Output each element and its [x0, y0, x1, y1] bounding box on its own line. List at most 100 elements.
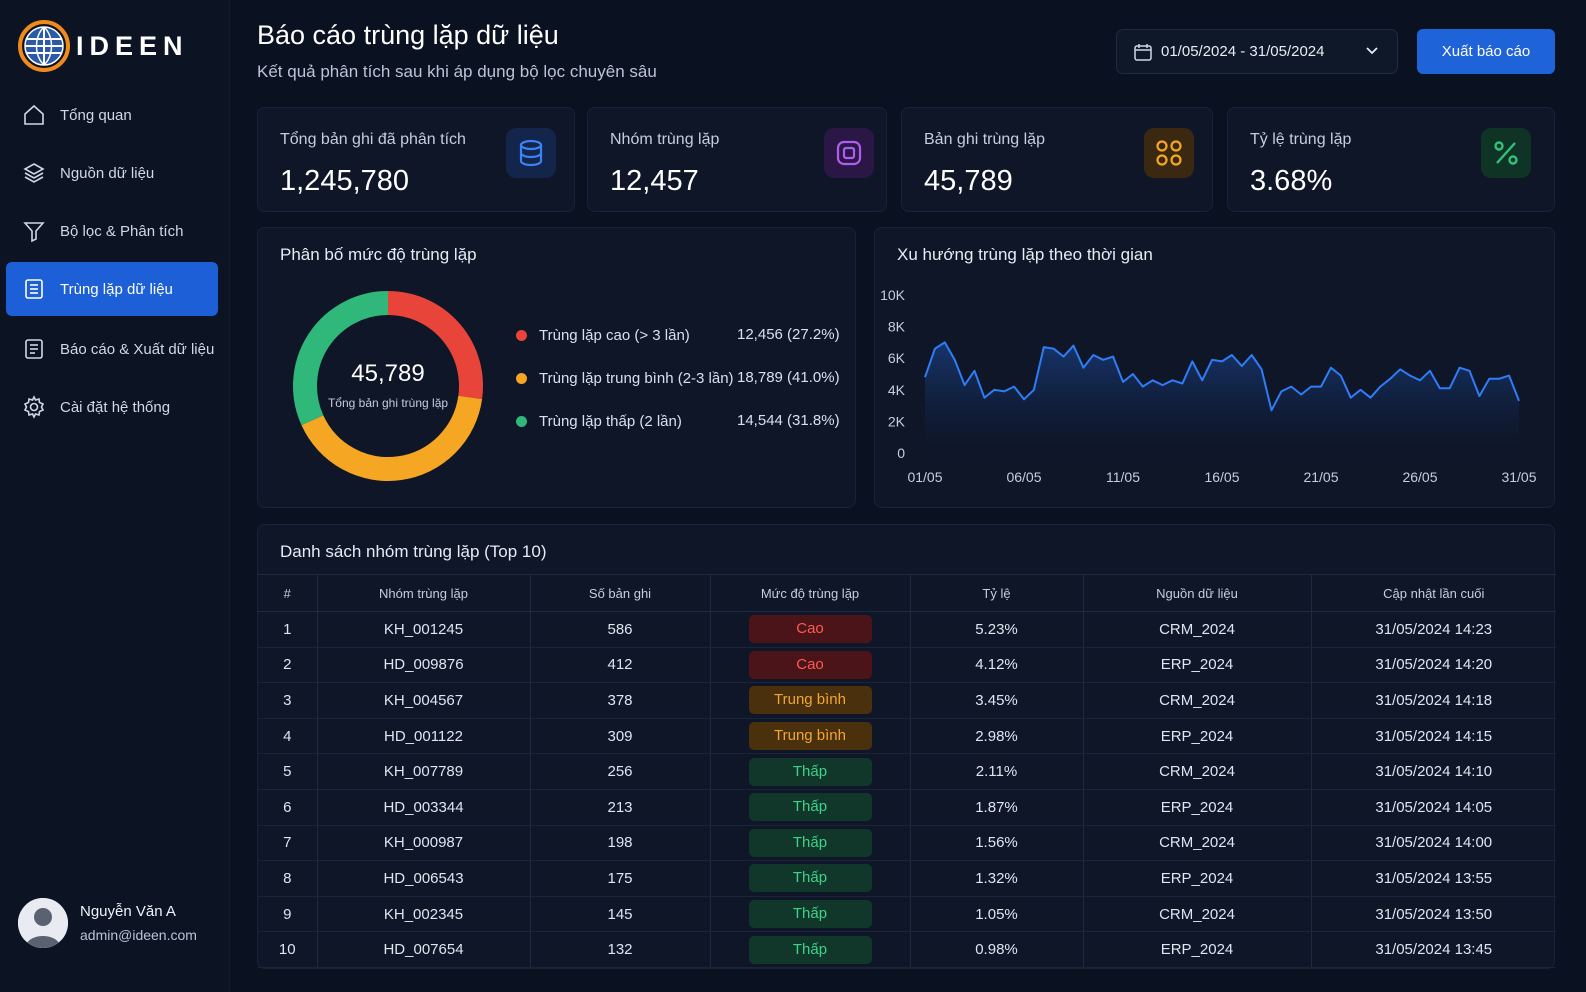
x-tick-label: 11/05 — [1106, 469, 1140, 485]
stat-card-duplicate-groups: Nhóm trùng lặp 12,457 — [587, 107, 887, 212]
cell-rate: 1.05% — [910, 896, 1084, 933]
user-profile[interactable]: Nguyễn Văn A admin@ideen.com — [18, 898, 197, 948]
stat-label: Tổng bản ghi đã phân tích — [280, 131, 466, 148]
cell-source: ERP_2024 — [1083, 860, 1312, 897]
y-tick-label: 8K — [888, 319, 906, 335]
legend-value: 12,456 (27.2%) — [737, 326, 840, 343]
square-icon — [824, 128, 874, 178]
cell-updated: 31/05/2024 13:55 — [1311, 860, 1556, 897]
column-header[interactable]: # — [258, 574, 318, 612]
cell-source: ERP_2024 — [1083, 931, 1312, 968]
legend-item-high: Trùng lặp cao (> 3 lần) — [516, 325, 690, 345]
cell-group: KH_007789 — [317, 753, 531, 790]
cell-level: Trung bình — [710, 682, 911, 719]
column-header[interactable]: Tỷ lệ — [910, 574, 1084, 612]
sidebar-item-label: Trùng lặp dữ liệu — [60, 280, 173, 298]
cell-updated: 31/05/2024 14:23 — [1311, 611, 1556, 648]
cell-group: HD_003344 — [317, 789, 531, 826]
cell-rate: 2.98% — [910, 718, 1084, 755]
cell-count: 309 — [530, 718, 711, 755]
x-tick-label: 26/05 — [1402, 469, 1437, 485]
stat-value: 1,245,780 — [280, 165, 410, 197]
cell-source: ERP_2024 — [1083, 789, 1312, 826]
y-tick-label: 2K — [888, 413, 906, 429]
duplicate-groups-table: # Nhóm trùng lặp Số bản ghi Mức độ trùng… — [258, 574, 1556, 968]
sidebar-item-label: Cài đặt hệ thống — [60, 398, 171, 416]
user-email: admin@ideen.com — [80, 927, 197, 943]
cell-index: 7 — [258, 825, 318, 862]
table-row[interactable]: 4 HD_001122 309 Trung bình 2.98% ERP_202… — [258, 718, 1556, 755]
cell-level: Thấp — [710, 896, 911, 933]
column-header[interactable]: Cập nhật lần cuối — [1311, 574, 1556, 612]
sidebar: IDEEN Tổng quan Nguồn dữ liệu Bộ lọc & P… — [0, 0, 230, 992]
table-row[interactable]: 5 KH_007789 256 Thấp 2.11% CRM_2024 31/0… — [258, 753, 1556, 790]
cell-updated: 31/05/2024 14:00 — [1311, 825, 1556, 862]
cell-group: HD_001122 — [317, 718, 531, 755]
level-badge: Trung bình — [748, 686, 872, 715]
cell-count: 256 — [530, 753, 711, 790]
table-row[interactable]: 6 HD_003344 213 Thấp 1.87% ERP_2024 31/0… — [258, 789, 1556, 826]
column-header[interactable]: Nhóm trùng lặp — [317, 574, 531, 612]
distribution-card: Phân bố mức độ trùng lặp 45,789 Tổng bản… — [257, 227, 856, 508]
logo[interactable]: IDEEN — [18, 20, 189, 72]
trend-line — [924, 341, 1520, 412]
cell-updated: 31/05/2024 14:20 — [1311, 647, 1556, 684]
filter-icon — [22, 219, 46, 243]
cell-level: Thấp — [710, 789, 911, 826]
cell-count: 175 — [530, 860, 711, 897]
logo-text: IDEEN — [76, 30, 189, 61]
y-tick-label: 4K — [888, 382, 906, 398]
sidebar-item-reports[interactable]: Báo cáo & Xuất dữ liệu — [6, 322, 218, 376]
x-tick-label: 31/05 — [1501, 469, 1536, 485]
donut-slice — [387, 291, 483, 400]
stat-value: 45,789 — [924, 165, 1013, 197]
sidebar-item-label: Nguồn dữ liệu — [60, 164, 155, 182]
column-header[interactable]: Nguồn dữ liệu — [1083, 574, 1312, 612]
table-row[interactable]: 1 KH_001245 586 Cao 5.23% CRM_2024 31/05… — [258, 611, 1556, 648]
cell-count: 412 — [530, 647, 711, 684]
cell-level: Thấp — [710, 860, 911, 897]
sidebar-item-overview[interactable]: Tổng quan — [6, 88, 218, 142]
column-header[interactable]: Mức độ trùng lặp — [710, 574, 911, 612]
trend-title: Xu hướng trùng lặp theo thời gian — [897, 245, 1153, 264]
cell-updated: 31/05/2024 13:50 — [1311, 896, 1556, 933]
sidebar-item-settings[interactable]: Cài đặt hệ thống — [6, 380, 218, 434]
level-badge: Trung bình — [748, 722, 872, 751]
sidebar-item-duplicates[interactable]: Trùng lặp dữ liệu — [6, 262, 218, 316]
date-range-picker[interactable]: 01/05/2024 - 31/05/2024 — [1116, 29, 1398, 74]
x-tick-label: 06/05 — [1006, 469, 1041, 485]
home-icon — [22, 103, 46, 127]
sidebar-item-filter-analysis[interactable]: Bộ lọc & Phân tích — [6, 204, 218, 258]
cell-index: 6 — [258, 789, 318, 826]
cell-group: HD_009876 — [317, 647, 531, 684]
page-subtitle: Kết quả phân tích sau khi áp dụng bộ lọc… — [257, 62, 657, 81]
legend-dot — [516, 329, 527, 341]
table-row[interactable]: 9 KH_002345 145 Thấp 1.05% CRM_2024 31/0… — [258, 896, 1556, 933]
stat-card-duplicate-rate: Tỷ lệ trùng lặp 3.68% — [1227, 107, 1555, 212]
cell-rate: 5.23% — [910, 611, 1084, 648]
stat-label: Nhóm trùng lặp — [610, 131, 720, 148]
trend-area — [925, 342, 1519, 453]
table-row[interactable]: 2 HD_009876 412 Cao 4.12% ERP_2024 31/05… — [258, 647, 1556, 684]
x-tick-label: 21/05 — [1303, 469, 1338, 485]
cell-group: KH_000987 — [317, 825, 531, 862]
cell-group: KH_004567 — [317, 682, 531, 719]
trend-card: Xu hướng trùng lặp theo thời gian 0 2K 4K 6… — [874, 227, 1555, 508]
table-row[interactable]: 3 KH_004567 378 Trung bình 3.45% CRM_202… — [258, 682, 1556, 719]
distribution-title: Phân bố mức độ trùng lặp — [280, 245, 477, 264]
cell-index: 2 — [258, 647, 318, 684]
cell-updated: 31/05/2024 14:15 — [1311, 718, 1556, 755]
y-tick-label: 0 — [897, 445, 905, 461]
cell-index: 10 — [258, 931, 318, 968]
sidebar-item-data-sources[interactable]: Nguồn dữ liệu — [6, 146, 218, 200]
cell-updated: 31/05/2024 14:10 — [1311, 753, 1556, 790]
database-icon — [22, 161, 46, 185]
export-report-button[interactable]: Xuất báo cáo — [1417, 29, 1555, 74]
x-tick-label: 16/05 — [1204, 469, 1239, 485]
table-row[interactable]: 7 KH_000987 198 Thấp 1.56% CRM_2024 31/0… — [258, 825, 1556, 862]
table-row[interactable]: 8 HD_006543 175 Thấp 1.32% ERP_2024 31/0… — [258, 860, 1556, 897]
cell-index: 3 — [258, 682, 318, 719]
column-header[interactable]: Số bản ghi — [530, 574, 711, 612]
table-row[interactable]: 10 HD_007654 132 Thấp 0.98% ERP_2024 31/… — [258, 931, 1556, 968]
cell-count: 586 — [530, 611, 711, 648]
